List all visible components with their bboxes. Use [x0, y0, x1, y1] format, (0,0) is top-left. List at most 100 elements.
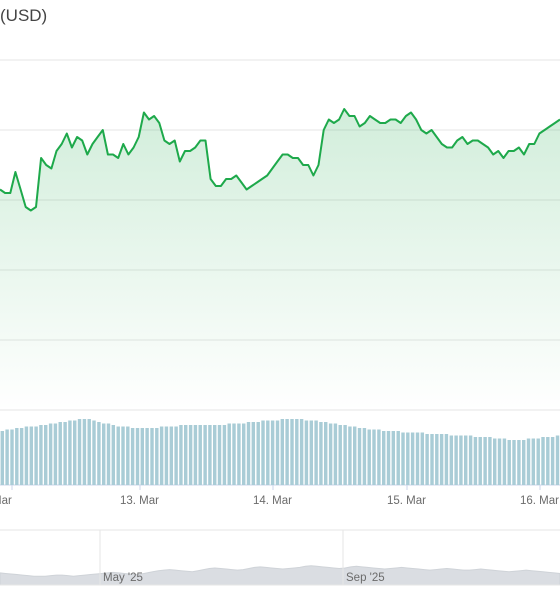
volume-bar	[507, 440, 511, 485]
volume-bar	[87, 419, 91, 485]
volume-bar	[159, 426, 164, 485]
volume-bar	[135, 428, 140, 485]
volume-bar	[198, 425, 202, 485]
volume-bar	[415, 432, 420, 485]
volume-bar	[468, 435, 473, 485]
volume-bar	[357, 428, 362, 485]
volume-bar	[435, 434, 439, 485]
volume-bar	[444, 434, 449, 485]
volume-bar	[188, 425, 193, 485]
volume-bar	[362, 428, 367, 485]
volume-bar	[401, 432, 405, 485]
volume-bar	[203, 425, 207, 485]
volume-bar	[29, 426, 34, 485]
volume-bar	[193, 425, 198, 485]
volume-bar	[82, 419, 87, 485]
volume-bar	[251, 422, 256, 485]
volume-bar	[217, 425, 222, 485]
volume-bar	[348, 426, 352, 485]
volume-bar	[550, 437, 555, 485]
x-tick-label: 13. Mar	[120, 495, 159, 507]
volume-bar	[39, 425, 43, 485]
x-tick-label: 16. Mar	[520, 495, 559, 507]
price-line	[0, 108, 560, 212]
volume-bar	[338, 425, 342, 485]
x-tick-label: 14. Mar	[253, 495, 292, 507]
chart-title: (USD)	[0, 6, 48, 25]
volume-bar	[309, 420, 314, 485]
volume-bar	[531, 438, 536, 485]
volume-bar	[343, 425, 347, 485]
volume-bar	[526, 438, 531, 485]
volume-bar	[10, 429, 14, 485]
navigator-area	[0, 565, 560, 586]
volume-bar	[237, 423, 241, 485]
volume-bar	[483, 437, 487, 485]
volume-bar	[58, 422, 62, 485]
volume-bar	[464, 435, 468, 485]
volume-bar	[24, 426, 29, 485]
volume-bar	[299, 419, 304, 485]
volume-bar	[396, 431, 400, 485]
volume-bar	[425, 434, 429, 485]
volume-bar	[246, 422, 251, 485]
volume-bar	[111, 425, 116, 485]
volume-bar	[497, 438, 502, 485]
volume-bar	[121, 426, 125, 485]
volume-bar	[179, 425, 183, 485]
volume-bar	[295, 419, 299, 485]
volume-bar	[353, 426, 357, 485]
volume-bar	[304, 420, 309, 485]
volume-bar	[459, 435, 463, 485]
volume-bar	[391, 431, 396, 485]
volume-bar	[232, 423, 236, 485]
volume-bar	[522, 440, 526, 485]
volume-bar	[502, 438, 507, 485]
volume-bar	[541, 437, 545, 485]
volume-bar	[155, 428, 159, 485]
volume-bar	[275, 420, 280, 485]
navigator-tick-label: Sep '25	[346, 572, 385, 584]
volume-bar	[439, 434, 444, 485]
volume-bar	[280, 419, 285, 485]
volume-bar	[488, 437, 492, 485]
volume-bar	[406, 432, 410, 485]
volume-bar	[285, 419, 289, 485]
volume-bar	[48, 423, 53, 485]
volume-bar	[382, 431, 386, 485]
volume-bar	[430, 434, 434, 485]
volume-bar	[420, 432, 425, 485]
volume-bar	[410, 432, 415, 485]
volume-bar	[555, 435, 560, 485]
volume-bar	[473, 437, 478, 485]
volume-bar	[53, 423, 58, 485]
volume-bar	[19, 428, 24, 485]
volume-bar	[536, 438, 540, 485]
volume-bar	[546, 437, 550, 485]
volume-bar	[34, 426, 38, 485]
volume-bar	[319, 422, 323, 485]
volume-bar	[5, 429, 9, 485]
volume-bar	[97, 422, 101, 485]
volume-bar	[290, 419, 294, 485]
volume-bar	[184, 425, 188, 485]
volume-bar	[126, 426, 130, 485]
volume-bar	[261, 420, 265, 485]
volume-bar	[164, 426, 169, 485]
volume-bar	[377, 429, 381, 485]
volume-bar	[454, 435, 458, 485]
volume-bar	[0, 431, 5, 485]
volume-bar	[270, 420, 275, 485]
volume-bar	[227, 423, 231, 485]
volume-bar	[333, 423, 338, 485]
volume-bar	[106, 423, 111, 485]
volume-bar	[145, 428, 149, 485]
volume-bar	[367, 429, 371, 485]
volume-bar	[150, 428, 154, 485]
volume-bar	[130, 428, 135, 485]
navigator[interactable]: May '25 Sep '25	[0, 529, 560, 586]
volume-bar	[174, 426, 178, 485]
volume-bar	[169, 426, 174, 485]
volume-bar	[208, 425, 212, 485]
